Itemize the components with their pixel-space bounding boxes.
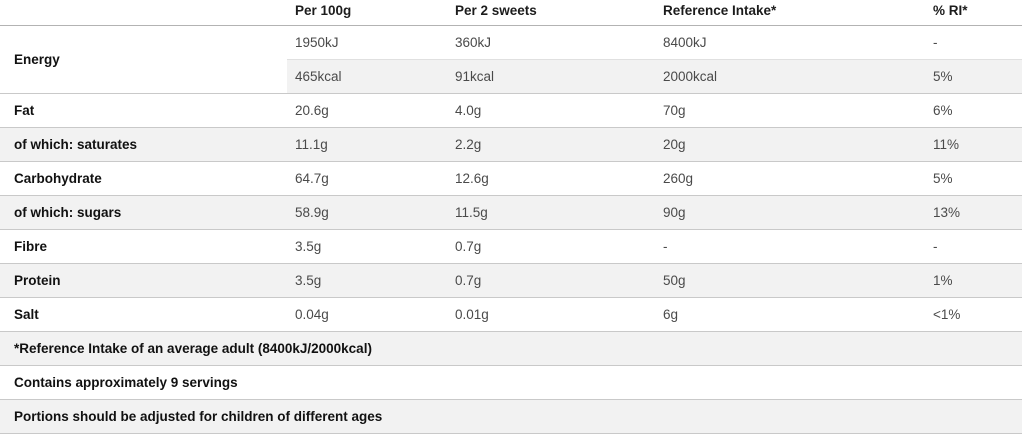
value-cell: 8400kJ — [663, 34, 707, 50]
column-header-per-100g: Per 100g — [287, 0, 447, 26]
row-salt: Salt 0.04g 0.01g 6g <1% — [0, 297, 1022, 331]
nutrient-label: of which: saturates — [0, 127, 287, 161]
value-cell: 0.01g — [455, 306, 489, 322]
nutrient-label: Salt — [14, 306, 39, 322]
value-cell: 1% — [925, 263, 1022, 297]
value-cell: 11.5g — [447, 195, 655, 229]
value-cell: - — [933, 238, 938, 254]
value-cell: 11% — [925, 127, 1022, 161]
value-cell: 91kcal — [447, 59, 655, 93]
header-row: Per 100g Per 2 sweets Reference Intake* … — [0, 0, 1022, 26]
row-fibre: Fibre 3.5g 0.7g - - — [0, 229, 1022, 263]
column-header-percent-ri: % RI* — [925, 0, 1022, 26]
value-cell: 2.2g — [447, 127, 655, 161]
row-energy-kcal: 465kcal 91kcal 2000kcal 5% — [0, 59, 1022, 93]
value-cell: 0.04g — [295, 306, 329, 322]
value-cell: 3.5g — [287, 263, 447, 297]
value-cell: 5% — [925, 59, 1022, 93]
footnote-row-servings: Contains approximately 9 servings — [0, 365, 1022, 399]
footnote-text: *Reference Intake of an average adult (8… — [0, 331, 1022, 365]
value-cell: 11.1g — [287, 127, 447, 161]
row-energy-kj: Energy 1950kJ 360kJ 8400kJ - — [0, 25, 1022, 67]
value-cell: 6% — [933, 102, 953, 118]
value-cell: 3.5g — [295, 238, 322, 254]
value-cell: 13% — [925, 195, 1022, 229]
row-carbohydrate: Carbohydrate 64.7g 12.6g 260g 5% — [0, 161, 1022, 195]
value-cell: 20g — [655, 127, 925, 161]
value-cell: 6g — [663, 306, 679, 322]
column-header-reference-intake: Reference Intake* — [655, 0, 925, 26]
value-cell: 90g — [655, 195, 925, 229]
value-cell: 20.6g — [295, 102, 329, 118]
nutrient-label: Carbohydrate — [14, 170, 102, 186]
nutrient-label: Protein — [0, 263, 287, 297]
row-protein: Protein 3.5g 0.7g 50g 1% — [0, 263, 1022, 297]
value-cell: 1950kJ — [295, 34, 339, 50]
nutrient-label: of which: sugars — [0, 195, 287, 229]
row-saturates: of which: saturates 11.1g 2.2g 20g 11% — [0, 127, 1022, 161]
footnote-text: Portions should be adjusted for children… — [0, 399, 1022, 433]
value-cell: 12.6g — [455, 170, 489, 186]
footnote-text: Contains approximately 9 servings — [14, 374, 238, 390]
value-cell: 58.9g — [287, 195, 447, 229]
column-header-blank — [0, 0, 287, 26]
value-cell: 465kcal — [287, 59, 447, 93]
value-cell: 50g — [655, 263, 925, 297]
row-sugars: of which: sugars 58.9g 11.5g 90g 13% — [0, 195, 1022, 229]
value-cell: 4.0g — [455, 102, 482, 118]
nutrient-label: Fat — [14, 102, 35, 118]
value-cell: 5% — [933, 170, 953, 186]
column-header-per-2-sweets: Per 2 sweets — [447, 0, 655, 26]
value-cell: 0.7g — [455, 238, 482, 254]
nutrient-label-energy: Energy — [14, 51, 60, 67]
value-cell: - — [933, 34, 938, 50]
value-cell: 70g — [663, 102, 686, 118]
value-cell: 64.7g — [295, 170, 329, 186]
row-fat: Fat 20.6g 4.0g 70g 6% — [0, 93, 1022, 127]
value-cell: 0.7g — [447, 263, 655, 297]
footnote-row-children: Portions should be adjusted for children… — [0, 399, 1022, 433]
value-cell: 360kJ — [455, 34, 492, 50]
value-cell: - — [663, 238, 668, 254]
footnote-row-reference-intake: *Reference Intake of an average adult (8… — [0, 331, 1022, 365]
value-cell: 2000kcal — [655, 59, 925, 93]
value-cell: <1% — [933, 306, 961, 322]
value-cell: 260g — [663, 170, 694, 186]
nutrient-label: Fibre — [14, 238, 48, 254]
